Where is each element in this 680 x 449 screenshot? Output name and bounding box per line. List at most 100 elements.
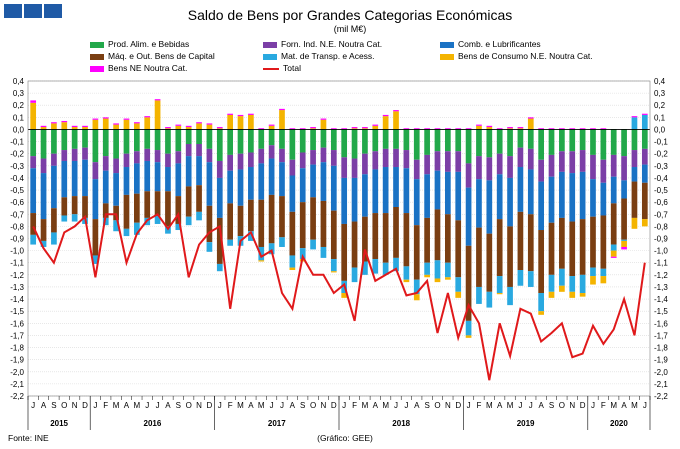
bar-segment (258, 163, 265, 200)
bar-segment (175, 124, 182, 126)
bar-segment (248, 167, 254, 200)
bar-segment (248, 129, 254, 153)
bar-segment (40, 158, 47, 174)
bar-segment (144, 148, 151, 161)
bar-segment (51, 165, 57, 209)
bar-segment (341, 129, 348, 158)
bar-segment (102, 118, 109, 130)
bar-segment (351, 127, 358, 129)
bar-segment (144, 191, 151, 218)
bar-segment (30, 102, 37, 130)
bar-segment (30, 156, 37, 169)
bar-segment (393, 167, 399, 207)
bar-segment (144, 160, 151, 192)
bar-segment (621, 239, 627, 241)
bar-segment (258, 129, 265, 149)
legend-swatch (440, 53, 454, 60)
x-month-label: D (331, 401, 337, 410)
bar-segment (434, 278, 441, 283)
bar-segment (393, 129, 399, 149)
bar-segment (133, 122, 140, 124)
x-month-label: N (321, 401, 327, 410)
y-tick-label-left: -1,4 (10, 295, 24, 304)
bar-segment (362, 174, 368, 217)
bar-segment (144, 117, 151, 130)
bar-segment (154, 162, 161, 192)
bar-segment (196, 122, 202, 124)
bar-segment (320, 162, 327, 201)
legend-label: Máq. e Out. Bens de Capital (108, 51, 215, 61)
x-month-label: J (643, 401, 647, 410)
y-tick-label-left: -1,2 (10, 271, 24, 280)
bar-segment (538, 230, 545, 294)
logo (4, 4, 62, 18)
legend-label: Forn. Ind. N.E. Noutra Cat. (281, 39, 383, 49)
bar-segment (216, 177, 223, 218)
bar-segment (372, 169, 379, 214)
x-month-label: M (237, 401, 244, 410)
bar-segment (196, 185, 202, 212)
y-tick-label-left: -2,2 (10, 392, 24, 401)
bar-segment (310, 129, 316, 151)
bar-segment (227, 203, 234, 240)
bar-segment (123, 118, 130, 120)
bar-segment (30, 129, 37, 157)
bar-segment (30, 100, 37, 103)
bar-segment (444, 262, 451, 278)
x-month-label: A (414, 401, 420, 410)
bar-segment (590, 129, 596, 155)
bar-segment (123, 194, 130, 229)
bar-segment (538, 129, 545, 160)
bar-segment (641, 182, 648, 220)
bar-segment (237, 153, 244, 170)
y-tick-label-left: -0,1 (10, 138, 24, 147)
bar-segment (517, 129, 524, 148)
bar-segment (206, 205, 213, 243)
bar-segment (559, 171, 565, 218)
bar-segment (330, 259, 337, 272)
x-year-label: 2018 (392, 419, 410, 428)
bar-segment (538, 128, 545, 130)
bar-segment (413, 128, 420, 130)
bar-segment (206, 129, 213, 149)
bar-segment (610, 244, 617, 251)
bar-segment (341, 157, 348, 178)
bar-segment (133, 222, 140, 235)
x-month-label: J (342, 401, 346, 410)
bar-segment (507, 286, 513, 306)
bar-segment (569, 276, 576, 292)
y-tick-label-right: -1,5 (654, 307, 668, 316)
bar-segment (330, 165, 337, 211)
y-tick-label-right: -0,8 (654, 222, 668, 231)
bar-segment (82, 159, 88, 197)
bar-segment (393, 148, 399, 168)
bar-segment (216, 129, 223, 161)
bar-segment (351, 128, 358, 130)
bar-segment (258, 128, 265, 130)
bar-segment (310, 239, 316, 250)
y-tick-label-right: -1,1 (654, 259, 668, 268)
bar-segment (40, 173, 47, 220)
bar-segment (268, 145, 275, 159)
bar-segment (299, 129, 306, 153)
y-tick-label-right: 0,2 (654, 101, 666, 110)
bar-segment (268, 125, 275, 130)
bar-segment (310, 127, 316, 129)
bar-segment (237, 116, 244, 130)
bar-segment (61, 160, 68, 198)
x-year-label: 2017 (268, 419, 286, 428)
x-month-label: J (529, 401, 533, 410)
bar-segment (216, 160, 223, 178)
bar-segment (102, 217, 109, 226)
bar-segment (299, 152, 306, 169)
bar-segment (113, 205, 119, 221)
bar-segment (424, 154, 430, 175)
bar-segment (40, 129, 47, 159)
bar-segment (351, 267, 358, 283)
y-tick-label-left: 0,0 (13, 125, 25, 134)
bar-segment (279, 237, 285, 247)
bar-segment (362, 128, 368, 130)
bar-segment (559, 129, 565, 152)
bar-segment (517, 127, 524, 129)
